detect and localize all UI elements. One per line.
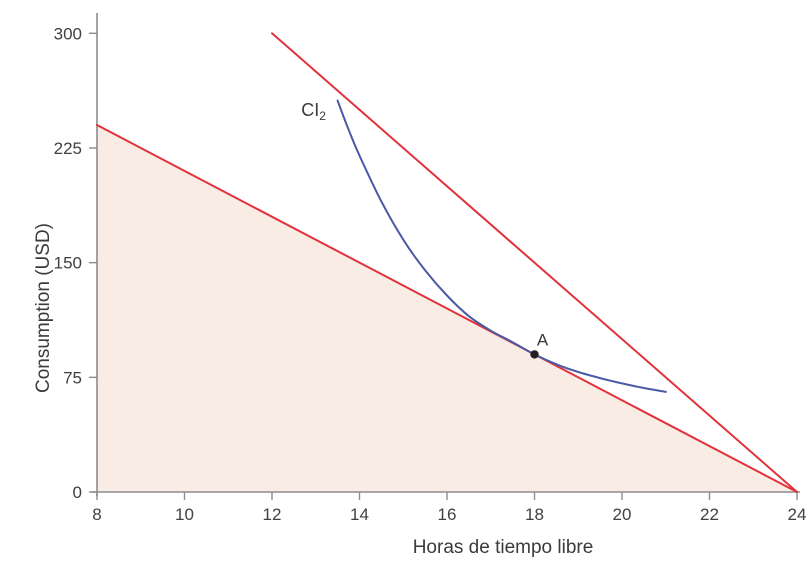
x-tick-label-14: 14 [350, 505, 369, 524]
y-tick-label-75: 75 [63, 368, 82, 387]
budget-constraint-flat [96, 124, 798, 493]
x-tick-label-10: 10 [175, 505, 194, 524]
indifference-curve-ci2 [336, 99, 667, 393]
budget-constraint-steep [271, 32, 798, 493]
point-a [530, 350, 539, 359]
y-tick-label-300: 300 [54, 24, 82, 43]
x-tick-label-16: 16 [438, 505, 457, 524]
x-tick-label-22: 22 [700, 505, 719, 524]
y-axis-title: Consumption (USD) [33, 223, 54, 393]
y-tick-label-150: 150 [54, 254, 82, 273]
y-tick-label-225: 225 [54, 139, 82, 158]
x-tick-label-18: 18 [525, 505, 544, 524]
x-axis-title: Horas de tiempo libre [412, 537, 594, 558]
y-tick-label-0: 0 [73, 483, 82, 502]
point-a-label: A [537, 330, 549, 349]
x-tick-label-8: 8 [92, 505, 101, 524]
x-tick-label-24: 24 [788, 505, 807, 524]
x-tick-label-20: 20 [613, 505, 632, 524]
x-tick-label-12: 12 [263, 505, 282, 524]
curve-label-0: CI2 [301, 100, 326, 123]
